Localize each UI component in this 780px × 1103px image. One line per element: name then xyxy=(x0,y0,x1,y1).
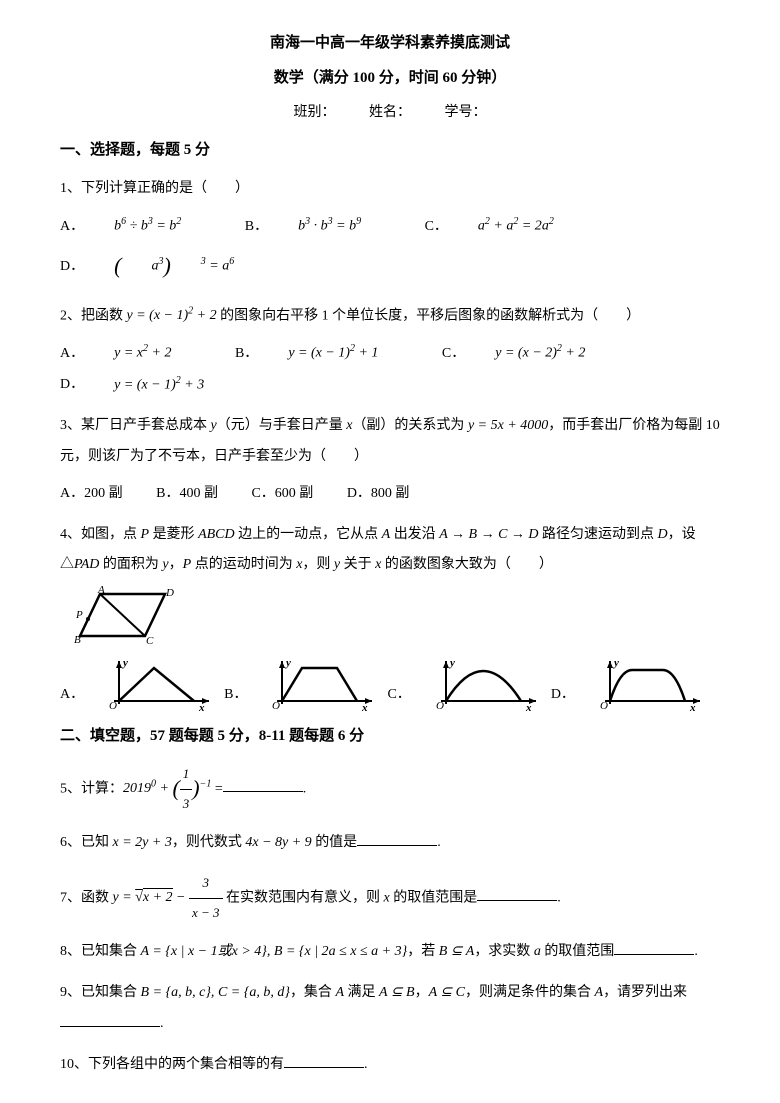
svg-text:B: B xyxy=(74,634,81,646)
q4-opt-a-label: A． xyxy=(60,680,84,711)
q4-text: 4、如图，点 P 是菱形 ABCD 边上的一动点，它从点 A 出发沿 A → B… xyxy=(60,520,720,582)
question-9: 9、已知集合 B = {a, b, c}, C = {a, b, d}，集合 A… xyxy=(60,978,720,1040)
q9-blank xyxy=(60,1011,160,1027)
graph-b-icon: O y x xyxy=(262,656,377,711)
q3-opt-d: D．800 副 xyxy=(347,479,410,510)
q2-opt-c: C．y = (x − 2)2 + 2 xyxy=(442,338,615,369)
question-7: 7、函数 y = √x + 2 − 3x − 3 在实数范围内有意义，则 x 的… xyxy=(60,869,720,927)
q1-opt-d: D．(a3)3 = a6 xyxy=(60,242,264,290)
svg-text:y: y xyxy=(121,657,128,669)
q1-opt-a: A．b6 ÷ b3 = b2 xyxy=(60,211,211,242)
q2-opt-b: B．y = (x − 1)2 + 1 xyxy=(235,338,408,369)
svg-text:O: O xyxy=(109,700,117,711)
q1-opt-b: B．b3 · b3 = b9 xyxy=(245,211,391,242)
svg-text:O: O xyxy=(436,700,444,711)
question-2: 2、把函数 y = (x − 1)2 + 2 的图象向右平移 1 个单位长度，平… xyxy=(60,301,720,401)
svg-text:y: y xyxy=(448,657,455,669)
svg-text:y: y xyxy=(284,657,291,669)
exam-subtitle: 数学（满分 100 分，时间 60 分钟） xyxy=(60,65,720,92)
q1-options: A．b6 ÷ b3 = b2 B．b3 · b3 = b9 C．a2 + a2 … xyxy=(60,211,720,291)
question-4: 4、如图，点 P 是菱形 ABCD 边上的一动点，它从点 A 出发沿 A → B… xyxy=(60,520,720,712)
question-3: 3、某厂日产手套总成本 y（元）与手套日产量 x（副）的关系式为 y = 5x … xyxy=(60,411,720,509)
q2-text: 2、把函数 y = (x − 1)2 + 2 的图象向右平移 1 个单位长度，平… xyxy=(60,301,720,332)
q2-opt-d: D．y = (x − 1)2 + 3 xyxy=(60,370,234,401)
svg-text:A: A xyxy=(97,586,105,596)
id-label: 学号： xyxy=(445,105,487,120)
q1-opt-c: C．a2 + a2 = 2a2 xyxy=(425,211,584,242)
exam-title: 南海一中高一年级学科素养摸底测试 xyxy=(60,30,720,57)
svg-text:x: x xyxy=(361,702,368,711)
question-10: 10、下列各组中的两个集合相等的有. xyxy=(60,1050,720,1081)
section-1-header: 一、选择题，每题 5 分 xyxy=(60,137,720,164)
q4-opt-d-label: D． xyxy=(551,680,575,711)
q3-options: A．200 副 B．400 副 C．600 副 D．800 副 xyxy=(60,479,720,510)
section-2-header: 二、填空题，57 题每题 5 分，8-11 题每题 6 分 xyxy=(60,723,720,750)
q3-opt-c: C．600 副 xyxy=(251,479,313,510)
graph-c-icon: O y x xyxy=(426,656,541,711)
svg-text:O: O xyxy=(272,700,280,711)
q6-blank xyxy=(357,830,437,846)
q3-text: 3、某厂日产手套总成本 y（元）与手套日产量 x（副）的关系式为 y = 5x … xyxy=(60,411,720,473)
svg-text:O: O xyxy=(600,700,608,711)
svg-text:D: D xyxy=(165,587,174,599)
svg-text:P: P xyxy=(75,609,83,621)
svg-text:x: x xyxy=(198,702,205,711)
q3-opt-a: A．200 副 xyxy=(60,479,123,510)
question-5: 5、计算：20190 + (13)−1 =. xyxy=(60,760,720,818)
svg-text:C: C xyxy=(146,635,154,646)
q1-text: 1、下列计算正确的是（ ） xyxy=(60,174,720,205)
q5-blank xyxy=(223,776,303,792)
q4-opt-c-label: C． xyxy=(387,680,410,711)
q3-opt-b: B．400 副 xyxy=(156,479,218,510)
question-1: 1、下列计算正确的是（ ） A．b6 ÷ b3 = b2 B．b3 · b3 =… xyxy=(60,174,720,291)
svg-text:x: x xyxy=(689,702,696,711)
q4-opt-b-label: B． xyxy=(224,680,247,711)
q2-options: A．y = x2 + 2 B．y = (x − 1)2 + 1 C．y = (x… xyxy=(60,338,720,401)
q8-blank xyxy=(614,939,694,955)
q10-blank xyxy=(284,1052,364,1068)
question-6: 6、已知 x = 2y + 3，则代数式 4x − 8y + 9 的值是. xyxy=(60,828,720,859)
q4-option-diagrams: A． O y x B． O y x C． xyxy=(60,656,720,711)
rhombus-diagram: A D C B P xyxy=(70,586,720,646)
name-label: 姓名： xyxy=(369,105,411,120)
student-info-line: 班别： 姓名： 学号： xyxy=(60,100,720,125)
graph-d-icon: O y x xyxy=(590,656,705,711)
svg-text:x: x xyxy=(525,702,532,711)
graph-a-icon: O y x xyxy=(99,656,214,711)
question-8: 8、已知集合 A = {x | x − 1或x > 4}, B = {x | 2… xyxy=(60,937,720,968)
q2-opt-a: A．y = x2 + 2 xyxy=(60,338,201,369)
q7-blank xyxy=(477,885,557,901)
svg-text:y: y xyxy=(612,657,619,669)
class-label: 班别： xyxy=(294,105,336,120)
